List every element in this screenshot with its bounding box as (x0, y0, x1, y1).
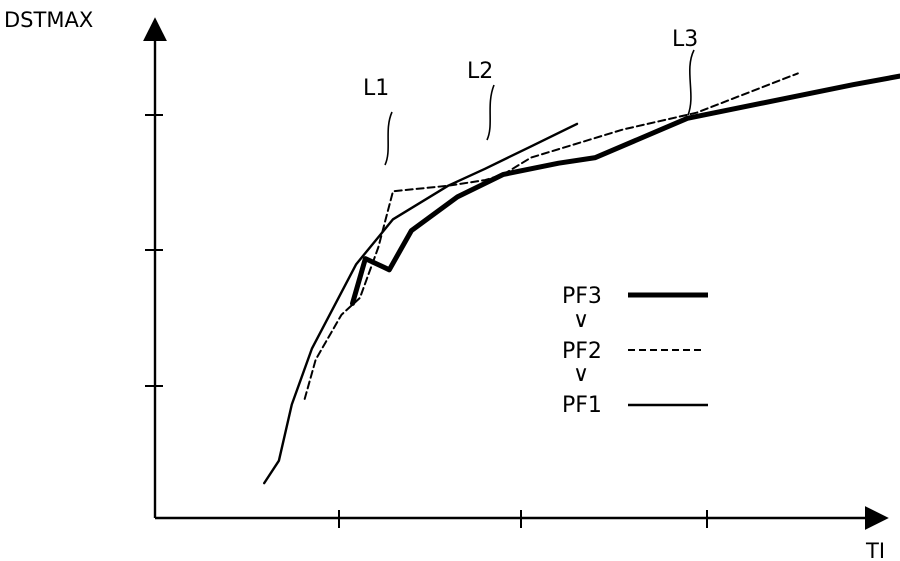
tag-label-l3: L3 (672, 27, 698, 52)
y-axis-label: DSTMAX (4, 8, 93, 32)
tag-leader-l3 (688, 50, 694, 115)
tag-leader-l2 (487, 85, 494, 140)
series-line-pf3 (353, 57, 900, 304)
series-line-pf1 (264, 124, 577, 483)
legend: PF3 ∨ PF2 ∨ PF1 (562, 284, 708, 418)
legend-label-pf2: PF2 (562, 339, 602, 364)
tag-leader-l1 (385, 112, 392, 165)
tag-label-l1: L1 (363, 76, 389, 101)
legend-separator-1: ∨ (573, 308, 589, 333)
legend-label-pf1: PF1 (562, 393, 602, 418)
legend-label-pf3: PF3 (562, 284, 602, 309)
tag-label-l2: L2 (467, 59, 493, 84)
x-axis-label: TI (865, 539, 885, 561)
series-tags: L1 L2 L3 (363, 27, 698, 165)
legend-separator-2: ∨ (573, 362, 589, 387)
series-layer (264, 57, 900, 484)
